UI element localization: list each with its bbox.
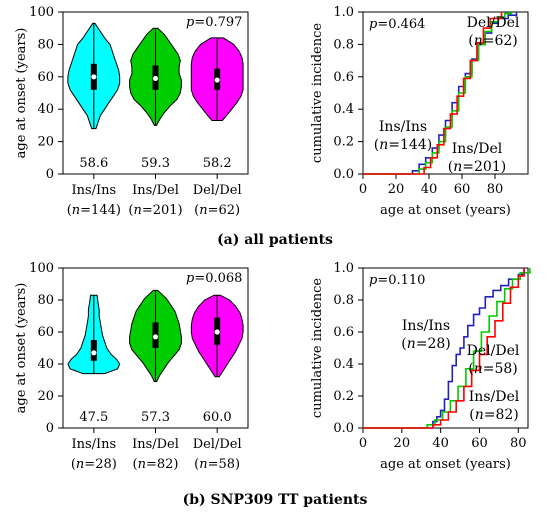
series-label: Del/Del	[467, 15, 520, 31]
plot-frame	[362, 267, 529, 429]
x-tick-label: 40	[421, 182, 438, 197]
y-tick-label: 0.2	[333, 389, 354, 404]
violin-median-dot	[214, 329, 220, 335]
series-label: Ins/Del	[469, 389, 520, 405]
y-tick-label: 0.0	[333, 421, 354, 436]
violin-median-dot	[91, 74, 97, 80]
y-axis-label: cumulative incidence	[310, 23, 325, 163]
x-category-n-label: (n=58)	[194, 457, 240, 472]
violin-median-dot	[91, 350, 97, 356]
p-value-label: p=0.464	[369, 17, 425, 32]
violin-mean-label: 47.5	[79, 410, 108, 425]
x-category-label: Ins/Del	[132, 183, 179, 198]
violin-mean-label: 58.2	[203, 156, 232, 171]
violin-mean-label: 57.3	[141, 410, 170, 425]
y-axis-label: age at onset (years)	[14, 283, 29, 414]
y-axis-label: age at onset (years)	[14, 28, 29, 159]
y-tick-label: 60	[37, 325, 54, 340]
y-tick-label: 0	[46, 421, 54, 436]
x-category-n-label: (n=201)	[128, 203, 182, 218]
series-n-label: (n=28)	[401, 336, 451, 352]
x-category-n-label: (n=62)	[194, 203, 240, 218]
plot-frame	[362, 11, 529, 175]
y-tick-label: 0	[46, 167, 54, 182]
y-tick-label: 80	[37, 293, 54, 308]
y-tick-label: 20	[37, 135, 54, 150]
y-tick-label: 0.8	[333, 37, 354, 52]
series-label: Del/Del	[467, 343, 520, 359]
incidence-line	[363, 268, 525, 429]
y-tick-label: 100	[29, 5, 54, 20]
series-n-label: (n=144)	[374, 137, 432, 153]
caption-b: (b) SNP309 TT patients	[182, 492, 368, 508]
y-tick-label: 0.2	[333, 135, 354, 150]
violin-median-dot	[152, 75, 159, 82]
x-category-label: Del/Del	[193, 437, 242, 452]
y-tick-label: 20	[37, 389, 54, 404]
series-label: Ins/Ins	[379, 119, 427, 135]
x-category-label: Ins/Ins	[71, 183, 116, 198]
series-label: Ins/Del	[452, 141, 503, 157]
p-value-label: p=0.068	[186, 271, 242, 286]
x-category-label: Del/Del	[193, 183, 242, 198]
p-value-label: p=0.797	[186, 15, 242, 30]
x-axis-label: age at onset (years)	[380, 203, 511, 218]
incidence-line	[363, 268, 525, 429]
violin-mean-label: 59.3	[141, 156, 170, 171]
y-tick-label: 40	[37, 102, 54, 117]
y-tick-label: 0.8	[333, 293, 354, 308]
y-tick-label: 80	[37, 37, 54, 52]
x-tick-label: 40	[432, 436, 449, 451]
incidence-line	[363, 12, 503, 175]
series-n-label: (n=82)	[469, 407, 519, 423]
x-tick-label: 60	[471, 436, 488, 451]
cdf-panel-b: 0.0 0.2 0.4 0.6 0.8 1.0 0 20 40 60 80 cumulative in…	[310, 261, 531, 472]
y-tick-label: 0.4	[333, 357, 354, 372]
x-tick-label: 0	[359, 436, 367, 451]
y-tick-label: 60	[37, 70, 54, 85]
violin-mean-label: 58.6	[79, 156, 108, 171]
violin-median-dot	[214, 77, 220, 83]
y-tick-label: 40	[37, 357, 54, 372]
x-category-label: Ins/Ins	[71, 437, 116, 452]
y-tick-label: 100	[29, 261, 54, 276]
y-tick-label: 1.0	[333, 5, 354, 20]
x-category-n-label: (n=82)	[133, 457, 179, 472]
y-tick-label: 0.6	[333, 325, 354, 340]
y-tick-label: 0.6	[333, 70, 354, 85]
incidence-line	[363, 12, 513, 175]
y-tick-label: 0.4	[333, 102, 354, 117]
x-tick-label: 80	[510, 436, 527, 451]
series-n-label: (n=201)	[448, 159, 506, 175]
series-n-label: (n=62)	[468, 33, 518, 49]
x-category-label: Ins/Del	[132, 437, 179, 452]
violin-median-dot	[152, 334, 159, 340]
series-label: Ins/Ins	[402, 318, 450, 334]
violin-mean-label: 60.0	[203, 410, 232, 425]
x-tick-label: 0	[359, 182, 367, 197]
y-axis-label: cumulative incidence	[310, 278, 325, 418]
x-tick-label: 80	[487, 182, 504, 197]
x-axis-label: age at onset (years)	[380, 457, 511, 472]
x-tick-label: 20	[388, 182, 405, 197]
x-tick-label: 60	[454, 182, 471, 197]
cdf-panel-a: 0.0 0.2 0.4 0.6 0.8 1.0 0 20 40 60 80 cumulative in…	[310, 5, 529, 218]
y-tick-label: 1.0	[333, 261, 354, 276]
x-category-n-label: (n=144)	[67, 203, 121, 218]
x-tick-label: 20	[394, 436, 411, 451]
x-category-n-label: (n=28)	[71, 457, 117, 472]
series-n-label: (n=58)	[468, 361, 518, 377]
p-value-label: p=0.110	[369, 273, 425, 288]
caption-a: (a) all patients	[217, 232, 333, 248]
y-tick-label: 0.0	[333, 167, 354, 182]
